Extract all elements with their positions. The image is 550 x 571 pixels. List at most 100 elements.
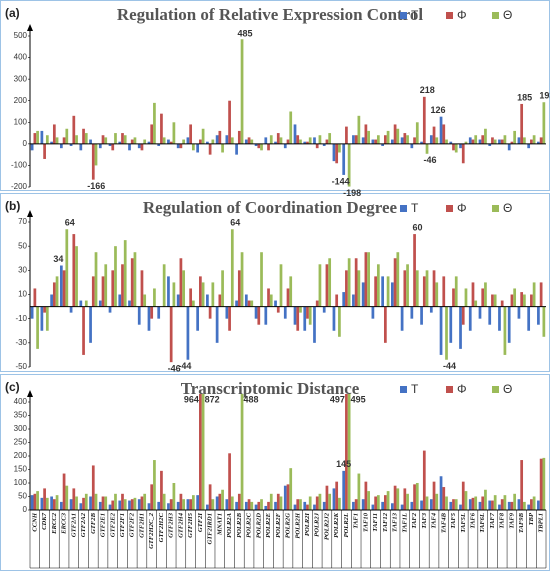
bar bbox=[215, 306, 219, 343]
bar bbox=[269, 493, 273, 510]
bar bbox=[488, 306, 492, 325]
bars bbox=[30, 394, 546, 510]
bar bbox=[478, 501, 482, 510]
bar bbox=[435, 282, 439, 307]
bar bbox=[452, 288, 455, 307]
bar bbox=[189, 499, 193, 510]
bar bbox=[361, 282, 365, 307]
bar bbox=[449, 306, 453, 343]
bar bbox=[374, 139, 377, 144]
x-tick-label: GTF2F2 bbox=[129, 512, 136, 537]
bar bbox=[471, 139, 475, 144]
x-tick-label: POLR2G bbox=[285, 513, 292, 539]
bar bbox=[537, 141, 540, 144]
bar bbox=[82, 497, 85, 510]
bar bbox=[332, 488, 336, 510]
bar bbox=[111, 270, 115, 307]
bar bbox=[143, 493, 147, 510]
bar bbox=[240, 394, 244, 510]
bar bbox=[260, 252, 263, 307]
bar bbox=[420, 500, 423, 510]
bar bbox=[40, 497, 44, 510]
bar bbox=[72, 488, 76, 510]
bar bbox=[530, 139, 533, 144]
data-label: 193 bbox=[539, 91, 550, 101]
bar bbox=[283, 485, 287, 510]
bar bbox=[352, 135, 355, 144]
bar bbox=[244, 139, 248, 144]
y-tick-label: -200 bbox=[11, 182, 28, 191]
bar bbox=[303, 306, 307, 331]
x-tick-label: GTF2A2 bbox=[80, 512, 87, 537]
bar bbox=[454, 276, 458, 307]
bar bbox=[296, 499, 300, 510]
bar bbox=[498, 139, 501, 144]
bar bbox=[182, 270, 185, 307]
bar bbox=[182, 139, 185, 144]
bar bbox=[332, 143, 336, 162]
bar bbox=[459, 306, 462, 349]
x-tick-label: TAF3 bbox=[421, 512, 428, 528]
x-tick-label: GTF2H2C_2 bbox=[148, 512, 155, 549]
bar bbox=[89, 306, 92, 343]
bar bbox=[503, 135, 507, 144]
x-tick-label: TAF10 bbox=[362, 512, 369, 532]
bar bbox=[406, 135, 409, 144]
y-tick-label: 200 bbox=[14, 96, 28, 105]
bar bbox=[72, 115, 76, 144]
bars bbox=[30, 229, 546, 363]
bar bbox=[206, 504, 209, 510]
bar bbox=[111, 500, 115, 510]
bar bbox=[367, 491, 370, 510]
bar bbox=[313, 137, 316, 144]
bar bbox=[133, 252, 137, 307]
bar bbox=[345, 394, 348, 510]
bar bbox=[354, 258, 358, 307]
bar bbox=[192, 300, 195, 307]
bar bbox=[393, 258, 397, 307]
bar bbox=[75, 135, 78, 144]
bar bbox=[325, 264, 329, 307]
bar bbox=[454, 499, 458, 510]
bar bbox=[296, 135, 300, 144]
bar bbox=[484, 128, 487, 144]
bar bbox=[452, 499, 455, 510]
bar bbox=[228, 100, 231, 144]
bar bbox=[400, 137, 404, 144]
bar bbox=[36, 491, 39, 510]
bar bbox=[313, 306, 316, 343]
bar bbox=[335, 294, 339, 307]
bar bbox=[143, 294, 147, 307]
bar bbox=[445, 306, 448, 360]
y-tick-label: 350 bbox=[14, 411, 28, 420]
bar bbox=[381, 276, 384, 307]
bar bbox=[176, 143, 180, 149]
bar bbox=[403, 133, 407, 144]
x-tick-label: TAF9 bbox=[508, 512, 515, 528]
bar bbox=[296, 306, 300, 331]
bar bbox=[130, 499, 134, 510]
bar bbox=[376, 495, 380, 510]
bar bbox=[523, 294, 526, 307]
bar bbox=[150, 124, 154, 144]
data-label: 145 bbox=[336, 459, 351, 469]
bar bbox=[108, 306, 112, 313]
bar bbox=[62, 473, 66, 510]
bar bbox=[274, 141, 277, 144]
bar bbox=[36, 130, 39, 144]
x-tick-label: TAF11 bbox=[372, 513, 379, 532]
bar bbox=[500, 139, 504, 144]
bar bbox=[172, 483, 176, 510]
bar bbox=[225, 306, 229, 319]
legend-label: T bbox=[411, 382, 419, 396]
bar bbox=[313, 504, 316, 510]
bar bbox=[532, 496, 536, 510]
bar bbox=[413, 234, 416, 307]
y-tick-label: 50 bbox=[18, 241, 27, 250]
y-tick-label: 500 bbox=[14, 31, 28, 40]
bar bbox=[235, 143, 238, 155]
bar bbox=[357, 270, 361, 307]
bar bbox=[338, 497, 341, 510]
bar bbox=[442, 276, 446, 307]
legend-swatch bbox=[400, 12, 407, 19]
